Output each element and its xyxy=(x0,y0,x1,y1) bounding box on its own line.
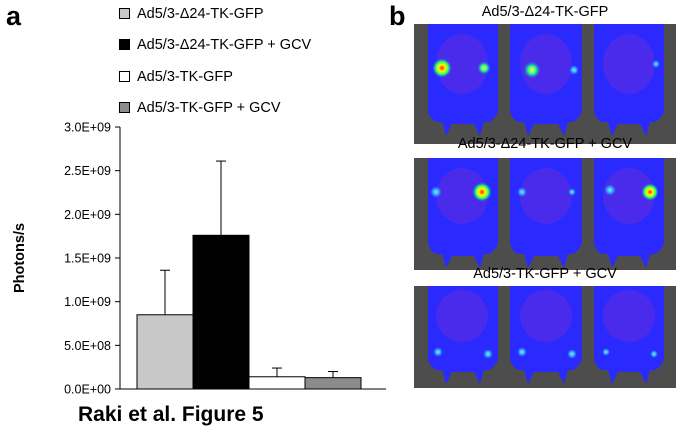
image-panel-2: Ad5/3-Δ24-TK-GFP + GCV xyxy=(414,136,676,270)
bar xyxy=(248,376,306,390)
legend-label-1: Ad5/3-Δ24-TK-GFP xyxy=(137,6,264,22)
tumor-signal-cool xyxy=(650,350,658,358)
y-tick-label: 2.0E+09 xyxy=(64,208,111,222)
tumor-signal-warm xyxy=(523,61,541,79)
legend-swatch-1 xyxy=(119,8,130,19)
bar-chart: 0.0E+00 5.0E+08 1.0E+09 1.5E+09 2.0E+09 2.5E+… xyxy=(12,121,386,397)
mouse-bioluminescence-image-3 xyxy=(414,286,676,388)
legend-label-2: Ad5/3-Δ24-TK-GFP + GCV xyxy=(137,37,312,53)
mouse-bioluminescence-image-2 xyxy=(414,158,676,270)
tumor-signal-cool xyxy=(483,349,493,359)
bar xyxy=(192,234,250,390)
tumor-signal-hot xyxy=(472,182,492,202)
image-panel-3: Ad5/3-TK-GFP + GCV xyxy=(414,266,676,388)
image-panel-1: Ad5/3-Δ24-TK-GFP xyxy=(414,0,676,145)
tumor-signal-hot xyxy=(641,183,659,201)
tumor-signal-cool xyxy=(517,347,527,357)
tumor-signal-cool xyxy=(433,347,443,357)
bar xyxy=(136,314,194,390)
mouse-image-2-svg xyxy=(414,158,676,270)
panel-b-label: b xyxy=(389,1,406,31)
tumor-signal-warm xyxy=(477,61,491,75)
image-title-2: Ad5/3-Δ24-TK-GFP + GCV xyxy=(457,136,633,152)
tumor-signal-cool xyxy=(567,349,577,359)
legend-swatch-2 xyxy=(119,39,130,50)
image-title-3: Ad5/3-TK-GFP + GCV xyxy=(473,266,617,282)
figure-caption: Raki et al. Figure 5 xyxy=(78,403,264,426)
tumor-signal-cool xyxy=(568,188,576,196)
y-tick-label: 0.0E+00 xyxy=(64,383,111,397)
mouse-image-3-svg xyxy=(414,286,676,388)
panel-a-label: a xyxy=(6,1,22,31)
tumor-signal-cool xyxy=(430,186,442,198)
mouse-bioluminescence-image-1 xyxy=(414,24,676,144)
y-tick-label: 1.0E+09 xyxy=(64,295,111,309)
legend-label-4: Ad5/3-TK-GFP + GCV xyxy=(137,100,281,116)
tumor-signal-cool xyxy=(604,184,616,196)
y-axis-label: Photons/s xyxy=(12,223,28,293)
tumor-signal-hot xyxy=(432,58,452,78)
y-tick-label: 3.0E+09 xyxy=(64,121,111,135)
y-tick-label: 2.5E+09 xyxy=(64,164,111,178)
legend-label-3: Ad5/3-TK-GFP xyxy=(137,69,233,85)
y-tick-label: 1.5E+09 xyxy=(64,252,111,266)
tumor-signal-cool xyxy=(569,65,579,75)
mouse-image-1-svg xyxy=(414,24,676,144)
tumor-signal-cool xyxy=(602,348,610,356)
y-tick-label: 5.0E+08 xyxy=(64,339,111,353)
legend-swatch-4 xyxy=(119,102,130,113)
tumor-signal-cool xyxy=(517,187,527,197)
legend-swatch-3 xyxy=(119,71,130,82)
bar xyxy=(304,377,362,390)
image-title-1: Ad5/3-Δ24-TK-GFP xyxy=(481,4,609,20)
tumor-signal-cool xyxy=(652,60,660,68)
